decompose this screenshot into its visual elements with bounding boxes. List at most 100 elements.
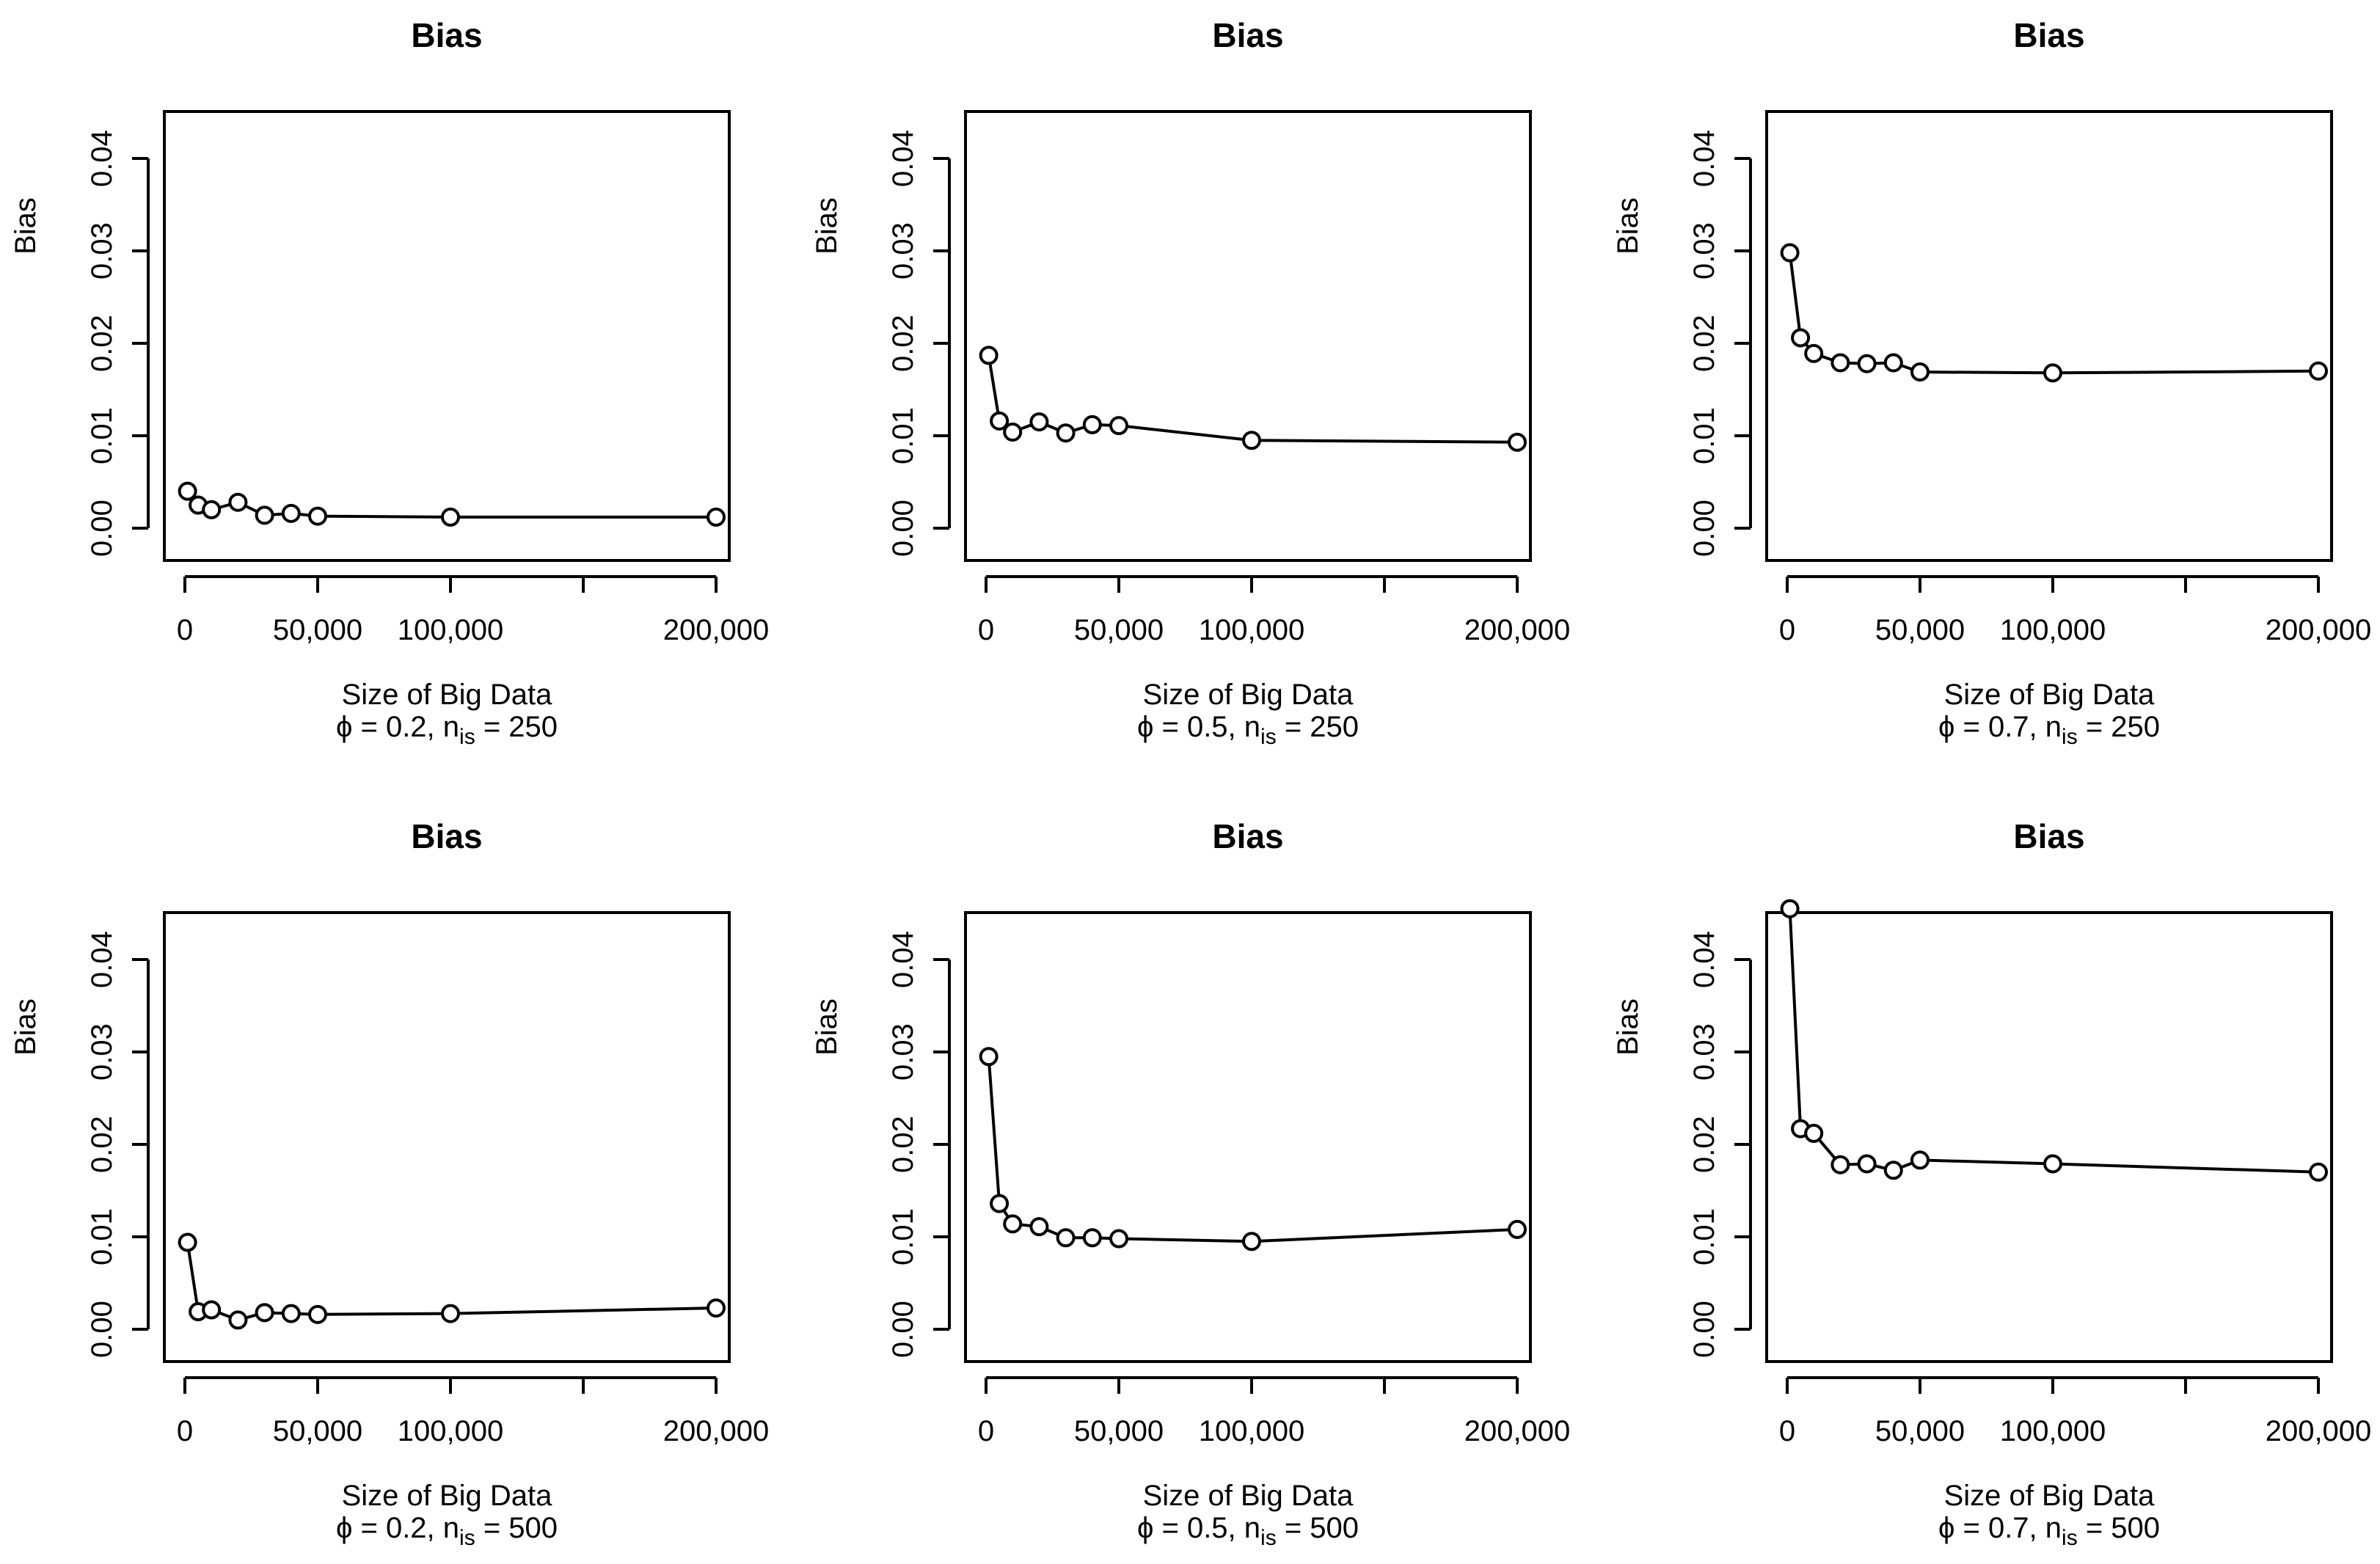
data-point xyxy=(990,411,1010,431)
plot-frame xyxy=(1765,911,2333,1363)
data-point xyxy=(1910,1150,1930,1170)
chart-title: Bias xyxy=(411,817,482,855)
chart-title: Bias xyxy=(2013,817,2084,855)
panel-6: Bias 0.00 0.01 0.02 0.03 0.04 Bias 0 50,000 100,0… xyxy=(1612,817,2371,1550)
n-value: = 250 xyxy=(2078,711,2160,743)
n-subscript: is xyxy=(2062,1526,2078,1550)
data-point xyxy=(1029,1217,1049,1237)
data-point xyxy=(1883,1161,1903,1180)
n-value: = 250 xyxy=(1277,711,1359,743)
y-tick-label: 0.04 xyxy=(887,130,919,187)
y-tick-label: 0.03 xyxy=(1688,1023,1720,1081)
panel-5: Bias 0.00 0.01 0.02 0.03 0.04 Bias 0 50,000 100,0… xyxy=(811,817,1570,1550)
x-tick-label: 0 xyxy=(177,1415,193,1447)
phi-symbol: ϕ xyxy=(1938,1512,1954,1544)
data-point xyxy=(2043,363,2062,383)
y-tick-label: 0.03 xyxy=(887,1023,919,1081)
x-tick-label: 0 xyxy=(1779,1415,1795,1447)
x-tick-label: 50,000 xyxy=(1074,614,1164,646)
data-point xyxy=(1242,1232,1261,1251)
x-axis-label: Size of Big Data xyxy=(342,679,553,711)
y-tick-label: 0.03 xyxy=(887,222,919,279)
data-point xyxy=(1242,431,1261,450)
n-symbol: n xyxy=(443,1512,459,1544)
x-tick-label: 50,000 xyxy=(273,614,362,646)
y-tick-label: 0.01 xyxy=(1688,407,1720,464)
panel-1: Bias 0.00 0.01 0.02 0.03 0.04 Bias 0 50,000 100,0… xyxy=(10,16,769,749)
panel-caption: ϕ = 0.5, nis = 500 xyxy=(1137,1512,1359,1550)
plot-frame xyxy=(964,911,1532,1363)
data-point xyxy=(2309,1162,2328,1182)
data-point xyxy=(979,346,999,365)
y-tick-label: 0.04 xyxy=(1688,130,1720,187)
data-point xyxy=(255,505,274,525)
y-tick-label: 0.02 xyxy=(887,1116,919,1173)
x-tick-label: 0 xyxy=(978,1415,994,1447)
chart-title: Bias xyxy=(1212,16,1283,54)
x-axis-label: Size of Big Data xyxy=(1143,1480,1354,1512)
n-symbol: n xyxy=(1244,1512,1260,1544)
n-subscript: is xyxy=(2062,725,2078,749)
data-point xyxy=(1804,1123,1824,1143)
n-symbol: n xyxy=(1244,711,1260,743)
y-tick-label: 0.01 xyxy=(887,1208,919,1265)
plot-frame xyxy=(964,110,1532,562)
x-tick-label: 50,000 xyxy=(1875,614,1965,646)
x-tick-label: 100,000 xyxy=(2000,1415,2106,1447)
y-tick-label: 0.00 xyxy=(86,1301,118,1358)
n-value: = 500 xyxy=(2078,1512,2160,1544)
y-axis-label: Bias xyxy=(1612,998,1644,1056)
data-point xyxy=(308,506,327,526)
y-tick-label: 0.02 xyxy=(1688,315,1720,372)
y-axis-label: Bias xyxy=(10,197,42,255)
y-tick-label: 0.01 xyxy=(1688,1208,1720,1265)
x-tick-label: 100,000 xyxy=(398,614,504,646)
x-tick-label: 0 xyxy=(1779,614,1795,646)
panel-caption: ϕ = 0.5, nis = 250 xyxy=(1137,711,1359,749)
y-tick-label: 0.00 xyxy=(86,500,118,557)
series-line xyxy=(987,1056,1518,1243)
plot-frame xyxy=(1765,110,2333,562)
n-subscript: is xyxy=(1260,1526,1277,1550)
data-point xyxy=(1109,416,1128,436)
data-point xyxy=(2309,361,2328,381)
n-symbol: n xyxy=(2045,711,2062,743)
data-point xyxy=(707,1298,726,1318)
x-tick-label: 200,000 xyxy=(663,614,770,646)
data-point xyxy=(178,481,197,501)
x-tick-label: 50,000 xyxy=(1074,1415,1164,1447)
x-tick-label: 100,000 xyxy=(398,1415,504,1447)
data-point xyxy=(990,1194,1010,1213)
y-tick-label: 0.02 xyxy=(887,315,919,372)
y-tick-label: 0.01 xyxy=(86,407,118,464)
y-tick-label: 0.03 xyxy=(86,222,118,279)
y-tick-label: 0.00 xyxy=(1688,1301,1720,1358)
y-tick-label: 0.01 xyxy=(887,407,919,464)
x-tick-label: 200,000 xyxy=(1464,1415,1571,1447)
data-point xyxy=(1003,422,1023,442)
y-tick-label: 0.04 xyxy=(86,130,118,187)
x-tick-label: 200,000 xyxy=(2266,614,2372,646)
phi-value: = 0.5, xyxy=(1153,1512,1244,1544)
y-tick-label: 0.02 xyxy=(1688,1116,1720,1173)
y-tick-label: 0.00 xyxy=(1688,500,1720,557)
x-tick-label: 0 xyxy=(177,614,193,646)
data-point xyxy=(178,1232,197,1252)
phi-value: = 0.7, xyxy=(1954,711,2045,743)
data-point xyxy=(1804,343,1824,363)
y-tick-label: 0.03 xyxy=(1688,222,1720,279)
data-point xyxy=(1857,354,1877,373)
phi-value: = 0.7, xyxy=(1954,1512,2045,1544)
data-point xyxy=(1029,412,1049,432)
y-tick-label: 0.00 xyxy=(887,500,919,557)
data-point xyxy=(281,503,301,523)
panel-2: Bias 0.00 0.01 0.02 0.03 0.04 Bias 0 50,000 100,0… xyxy=(811,16,1570,749)
data-point xyxy=(1056,423,1076,443)
data-point xyxy=(202,500,222,519)
chart-title: Bias xyxy=(1212,817,1283,855)
y-tick-label: 0.04 xyxy=(86,931,118,988)
data-point xyxy=(1508,1219,1527,1239)
chart-title: Bias xyxy=(411,16,482,54)
data-point xyxy=(979,1047,999,1067)
